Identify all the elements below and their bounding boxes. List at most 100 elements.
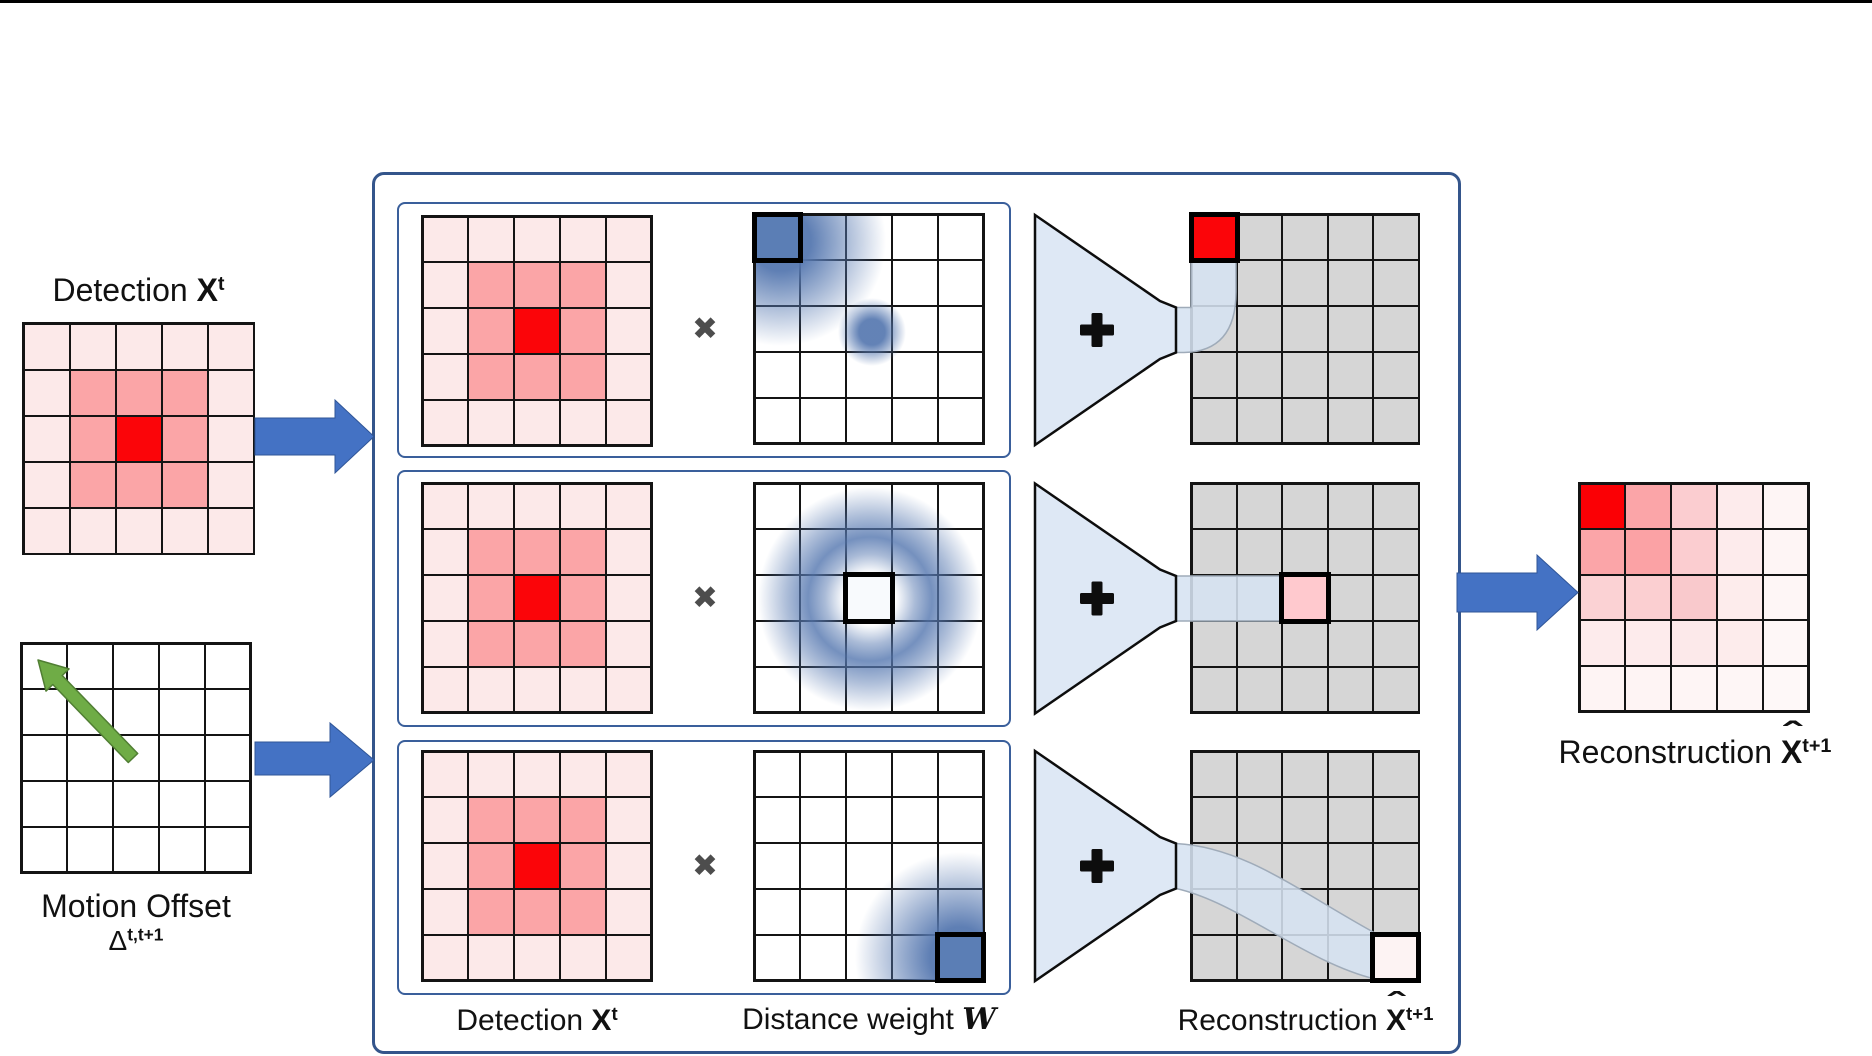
grid-cell bbox=[1374, 752, 1418, 797]
grid-cell bbox=[1580, 484, 1625, 529]
output-reconstruction-label: Reconstruction ˆ Xt+1 bbox=[1510, 716, 1872, 771]
highlighted-cell bbox=[934, 931, 987, 984]
grid-cell bbox=[1192, 621, 1236, 666]
grid-cell bbox=[116, 416, 161, 461]
grid-cell bbox=[1374, 530, 1418, 575]
grid-cell bbox=[606, 400, 651, 445]
grid-cell bbox=[208, 416, 253, 461]
grid-cell bbox=[1192, 798, 1236, 843]
highlighted-cell bbox=[1370, 931, 1422, 984]
grid-cell bbox=[70, 462, 115, 507]
grid-cell bbox=[116, 324, 161, 369]
grid-cell bbox=[1328, 484, 1373, 529]
grid-cell bbox=[1283, 621, 1327, 666]
grid-cell bbox=[116, 508, 161, 553]
grid-cell bbox=[1192, 667, 1236, 712]
grid-cell bbox=[114, 690, 158, 735]
grid-cell bbox=[208, 508, 253, 553]
grid-cell bbox=[560, 889, 605, 934]
grid-cell bbox=[423, 798, 468, 843]
grid-cell bbox=[1283, 398, 1327, 443]
grid-cell bbox=[560, 530, 605, 575]
grid-cell bbox=[1283, 307, 1327, 351]
grid-cell bbox=[1283, 530, 1327, 575]
grid-cell bbox=[515, 263, 559, 308]
grid-cell bbox=[1328, 307, 1373, 351]
plus-icon-row1 bbox=[1080, 313, 1114, 347]
grid-cell bbox=[560, 798, 605, 843]
grid-cell bbox=[1192, 484, 1236, 529]
grid-cell bbox=[162, 416, 207, 461]
grid-cell bbox=[560, 844, 605, 888]
grid-cell bbox=[515, 309, 559, 353]
grid-cell bbox=[24, 508, 69, 553]
grid-cell bbox=[1283, 752, 1327, 797]
grid-cell bbox=[1283, 798, 1327, 843]
grid-cell bbox=[1626, 621, 1671, 665]
grid-cell bbox=[1237, 935, 1282, 980]
grid-cell bbox=[423, 530, 468, 575]
grid-cell bbox=[162, 324, 207, 369]
detection-left-symbol: X bbox=[196, 272, 218, 308]
grid-cell bbox=[159, 690, 204, 735]
box-recon-symbol: X bbox=[1386, 1004, 1407, 1038]
grid-cell bbox=[1580, 621, 1625, 665]
grid-cell bbox=[1672, 484, 1716, 529]
grid-cell bbox=[606, 309, 651, 353]
grid-cell bbox=[469, 889, 514, 934]
grid-cell bbox=[515, 484, 559, 529]
grid-cell bbox=[1237, 752, 1282, 797]
grid-cell bbox=[423, 667, 468, 712]
grid-cell bbox=[205, 781, 250, 826]
grid-cell bbox=[1283, 261, 1327, 306]
grid-cell bbox=[515, 217, 559, 262]
grid-cell bbox=[560, 621, 605, 666]
box-detection-text: Detection bbox=[456, 1004, 592, 1038]
grid-cell bbox=[606, 263, 651, 308]
grid-cell bbox=[515, 576, 559, 620]
grid-cell bbox=[24, 462, 69, 507]
grid-cell bbox=[1374, 261, 1418, 306]
grid-cell bbox=[515, 844, 559, 888]
grid-cell bbox=[1626, 575, 1671, 620]
plus-icon-row2 bbox=[1080, 581, 1114, 616]
grid-cell bbox=[68, 736, 113, 780]
grid-cell bbox=[515, 752, 559, 797]
grid-cell bbox=[560, 263, 605, 308]
grid-cell bbox=[469, 530, 514, 575]
grid-cell bbox=[1237, 667, 1282, 712]
grid-cell bbox=[114, 644, 158, 689]
grid-cell bbox=[22, 781, 67, 826]
grid-cell bbox=[208, 324, 253, 369]
hat-glyph: ˆ bbox=[1387, 987, 1405, 1021]
delta-sup: t,t+1 bbox=[127, 924, 164, 945]
motion-offset-text: Motion Offset bbox=[41, 888, 231, 924]
grid-cell bbox=[1328, 798, 1373, 843]
grid-cell bbox=[423, 263, 468, 308]
grid-cell bbox=[515, 935, 559, 980]
grid-cell bbox=[205, 736, 250, 780]
grid-cell bbox=[1283, 484, 1327, 529]
multiply-icon-row2: ✖ bbox=[692, 580, 718, 616]
grid-cell bbox=[1328, 261, 1373, 306]
grid-cell bbox=[423, 752, 468, 797]
grid-cell bbox=[1237, 621, 1282, 666]
grid-cell bbox=[423, 484, 468, 529]
grid-cell bbox=[606, 889, 651, 934]
grid-cell bbox=[1672, 666, 1716, 711]
grid-cell bbox=[423, 217, 468, 262]
grid-cell bbox=[560, 354, 605, 399]
motion-vector-arrow bbox=[37, 659, 139, 764]
grid-cell bbox=[515, 530, 559, 575]
highlighted-cell bbox=[1188, 211, 1240, 264]
grid-cell bbox=[515, 798, 559, 843]
grid-cell bbox=[1626, 484, 1671, 529]
grid-cell bbox=[24, 416, 69, 461]
grid-cell bbox=[1763, 530, 1808, 574]
detection-grid-row3 bbox=[421, 750, 653, 982]
grid-cell bbox=[515, 621, 559, 666]
highlighted-cell bbox=[843, 572, 895, 624]
grid-cell bbox=[116, 462, 161, 507]
grid-cell bbox=[70, 508, 115, 553]
